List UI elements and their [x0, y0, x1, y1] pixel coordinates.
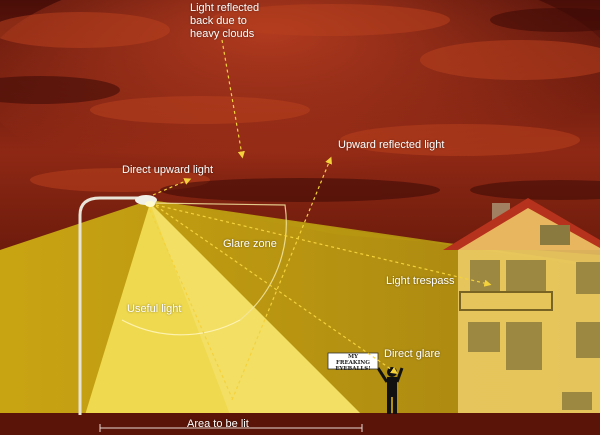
lamp-bulb: [145, 201, 155, 207]
direct-upward-arrow: [152, 178, 192, 196]
person-leg-right: [393, 396, 397, 414]
protest-sign: [327, 352, 379, 370]
arrows: [149, 39, 492, 401]
label-upward-reflected: Upward reflected light: [338, 139, 445, 151]
balcony-railing: [459, 291, 553, 311]
area-dimension-line: [99, 424, 363, 432]
reflected-back-arrow: [221, 39, 245, 159]
useful-light-arc: [121, 319, 241, 336]
attic-window: [540, 225, 570, 245]
person-arm-2: [395, 367, 404, 383]
label-glare-zone: Glare zone: [223, 238, 277, 250]
lamp-pole: [78, 196, 140, 415]
person-arm: [376, 367, 389, 383]
window-3: [576, 262, 600, 294]
glare-zone-arc: [149, 202, 287, 321]
window-6: [562, 392, 592, 410]
person-body: [387, 377, 397, 397]
window-4: [468, 322, 500, 352]
person-leg-left: [387, 396, 391, 414]
beam-highlight: [150, 203, 362, 415]
clouds: [0, 4, 600, 192]
dark-clouds: [0, 8, 600, 202]
sign-text: MY FREAKING EYEBALLS!: [335, 354, 371, 372]
upward-reflected-arrow: [231, 156, 332, 401]
street-lamp: [78, 195, 157, 415]
house-wall: [458, 208, 600, 415]
window-2: [506, 260, 546, 292]
label-light-trespass: Light trespass: [386, 275, 455, 287]
door: [506, 322, 542, 370]
window-1: [470, 260, 500, 292]
direct-glare-arrow: [155, 205, 398, 375]
person-head: [387, 367, 397, 377]
ground-reflection-line: [149, 209, 233, 399]
house: [443, 198, 600, 415]
window-5: [576, 322, 600, 358]
label-useful-light: Useful light: [127, 303, 182, 315]
label-reflected-back: Light reflected back due to heavy clouds: [190, 2, 260, 40]
label-area-to-be-lit: Area to be lit: [187, 418, 249, 430]
label-direct-upward: Direct upward light: [122, 164, 214, 176]
ground: [0, 413, 600, 435]
light-trespass-arrow: [155, 204, 492, 287]
label-direct-glare: Direct glare: [384, 348, 441, 360]
